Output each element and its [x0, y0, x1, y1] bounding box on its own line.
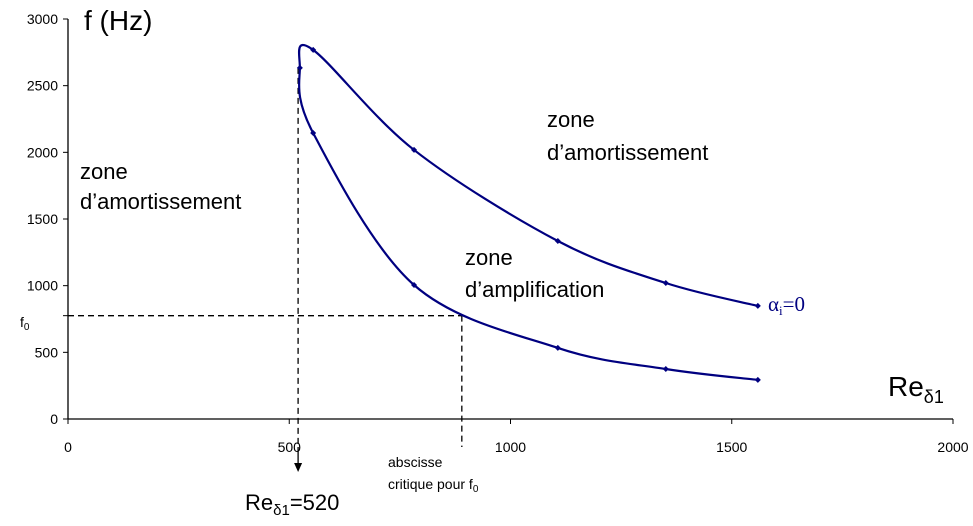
annotation: zone	[547, 107, 595, 132]
y-tick-label: 500	[35, 344, 59, 360]
marker	[662, 366, 669, 372]
marker	[662, 280, 669, 286]
f0-tick-label: f0	[20, 314, 30, 333]
marker	[754, 376, 761, 383]
annotation: abscisse	[388, 454, 443, 470]
y-axis-label: f (Hz)	[84, 5, 152, 36]
annotation: d’amplification	[465, 277, 604, 302]
y-tick-label: 1000	[27, 278, 58, 294]
annotation: d’amortissement	[547, 140, 708, 165]
annotation: critique pour f0	[388, 476, 479, 495]
x-tick-label: 500	[278, 439, 302, 455]
marker	[754, 302, 761, 309]
arrow-head	[294, 463, 303, 472]
marker	[411, 146, 418, 153]
marker	[411, 282, 418, 288]
x-axis-label: Reδ1	[888, 371, 944, 407]
y-tick-label: 2000	[27, 144, 58, 160]
marker	[310, 130, 317, 136]
marker	[554, 238, 561, 244]
y-tick-label: 0	[50, 411, 58, 427]
y-tick-label: 3000	[27, 11, 58, 27]
marker	[296, 64, 303, 71]
marker	[310, 46, 317, 53]
curve-label: αi=0	[768, 292, 805, 318]
critical-re-label: Reδ1=520	[245, 490, 339, 519]
x-tick-label: 1500	[716, 439, 747, 455]
annotation: d’amortissement	[80, 189, 241, 214]
y-tick-label: 1500	[27, 211, 58, 227]
x-tick-label: 1000	[495, 439, 526, 455]
x-tick-label: 0	[64, 439, 72, 455]
curve	[297, 43, 759, 382]
annotation: zone	[80, 159, 128, 184]
marker	[554, 344, 561, 351]
x-tick-label: 2000	[937, 439, 968, 455]
y-tick-label: 2500	[27, 78, 58, 94]
annotation: zone	[465, 245, 513, 270]
